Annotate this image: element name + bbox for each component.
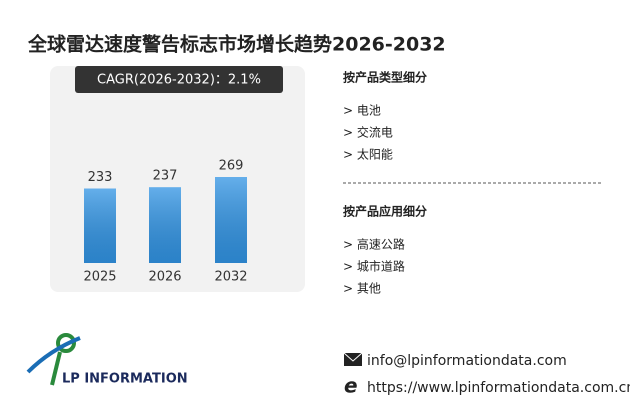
- bar-shade: [149, 187, 181, 263]
- cagr-banner: [75, 66, 283, 93]
- segment-item: > 太阳能: [343, 147, 393, 162]
- cagr-label: CAGR(2026-2032)：2.1%: [97, 73, 261, 88]
- logo-text: LP INFORMATION: [62, 372, 188, 387]
- value-label: 269: [219, 159, 244, 174]
- value-label: 237: [153, 169, 178, 184]
- segment-item: > 高速公路: [343, 237, 405, 252]
- email-icon: [344, 353, 362, 366]
- segment-heading: 按产品类型细分: [343, 70, 427, 85]
- email-icon-flap: [343, 352, 363, 362]
- page-title: 全球雷达速度警告标志市场增长趋势2026-2032: [27, 33, 446, 56]
- x-tick-label: 2025: [83, 270, 116, 285]
- value-label: 233: [88, 170, 113, 185]
- web-icon: e: [344, 374, 358, 398]
- segment-item: > 城市道路: [343, 259, 405, 274]
- segment-item: > 交流电: [343, 125, 393, 140]
- segment-item: > 电池: [343, 104, 381, 118]
- bar-shade: [215, 177, 247, 263]
- email: info@lpinformationdata.com: [367, 353, 567, 369]
- x-tick-label: 2026: [148, 270, 181, 285]
- segment-item: > 其他: [343, 282, 381, 296]
- website: https://www.lpinformationdata.com.cn: [367, 380, 630, 396]
- logo-icon: [26, 333, 81, 386]
- segment-heading: 按产品应用细分: [343, 204, 427, 219]
- x-tick-label: 2032: [214, 270, 247, 285]
- bar-shade: [84, 188, 116, 263]
